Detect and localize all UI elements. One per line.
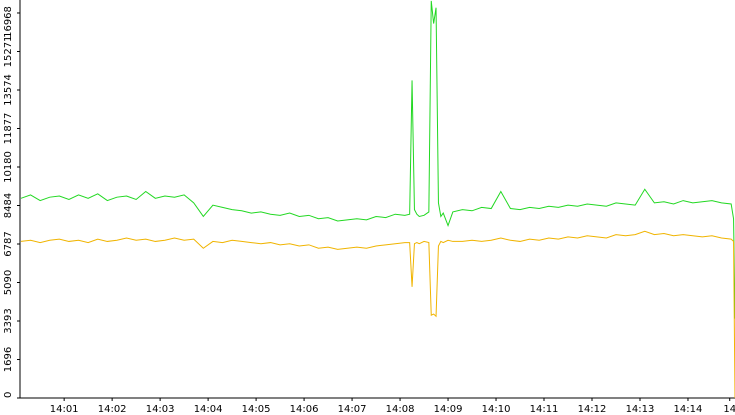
y-tick-label: 11877 (3, 113, 14, 145)
x-tick-label: 14:13 (626, 404, 655, 415)
y-tick-label: 6787 (3, 231, 14, 256)
x-tick-label: 14:10 (482, 404, 511, 415)
x-tick-label: 14:08 (386, 404, 415, 415)
x-tick-label: 14:02 (98, 404, 127, 415)
y-tick-label: 3393 (3, 308, 14, 333)
x-tick-label: 14:04 (194, 404, 223, 415)
y-tick-label: 0 (3, 392, 14, 398)
x-tick-label: 14:01 (50, 404, 79, 415)
y-tick-label: 8484 (3, 193, 14, 218)
x-tick-label: 14:03 (146, 404, 175, 415)
x-tick-label: 14:14 (674, 404, 703, 415)
x-tick-label: 14:07 (338, 404, 367, 415)
x-tick-label: 14:09 (434, 404, 463, 415)
y-tick-label: 16968 (3, 6, 14, 38)
x-tick-label: 14:05 (242, 404, 271, 415)
x-tick-label: 14:11 (530, 404, 559, 415)
y-tick-label: 5090 (3, 270, 14, 295)
y-tick-label: 15271 (3, 36, 14, 68)
y-tick-label: 10180 (3, 151, 14, 183)
y-tick-label: 1696 (3, 347, 14, 372)
x-tick-label: 14 (723, 404, 735, 415)
series-line (20, 230, 735, 399)
x-tick-label: 14:12 (578, 404, 607, 415)
series-line (20, 0, 735, 319)
y-tick-label: 13574 (3, 74, 14, 106)
x-tick-label: 14:06 (290, 404, 319, 415)
